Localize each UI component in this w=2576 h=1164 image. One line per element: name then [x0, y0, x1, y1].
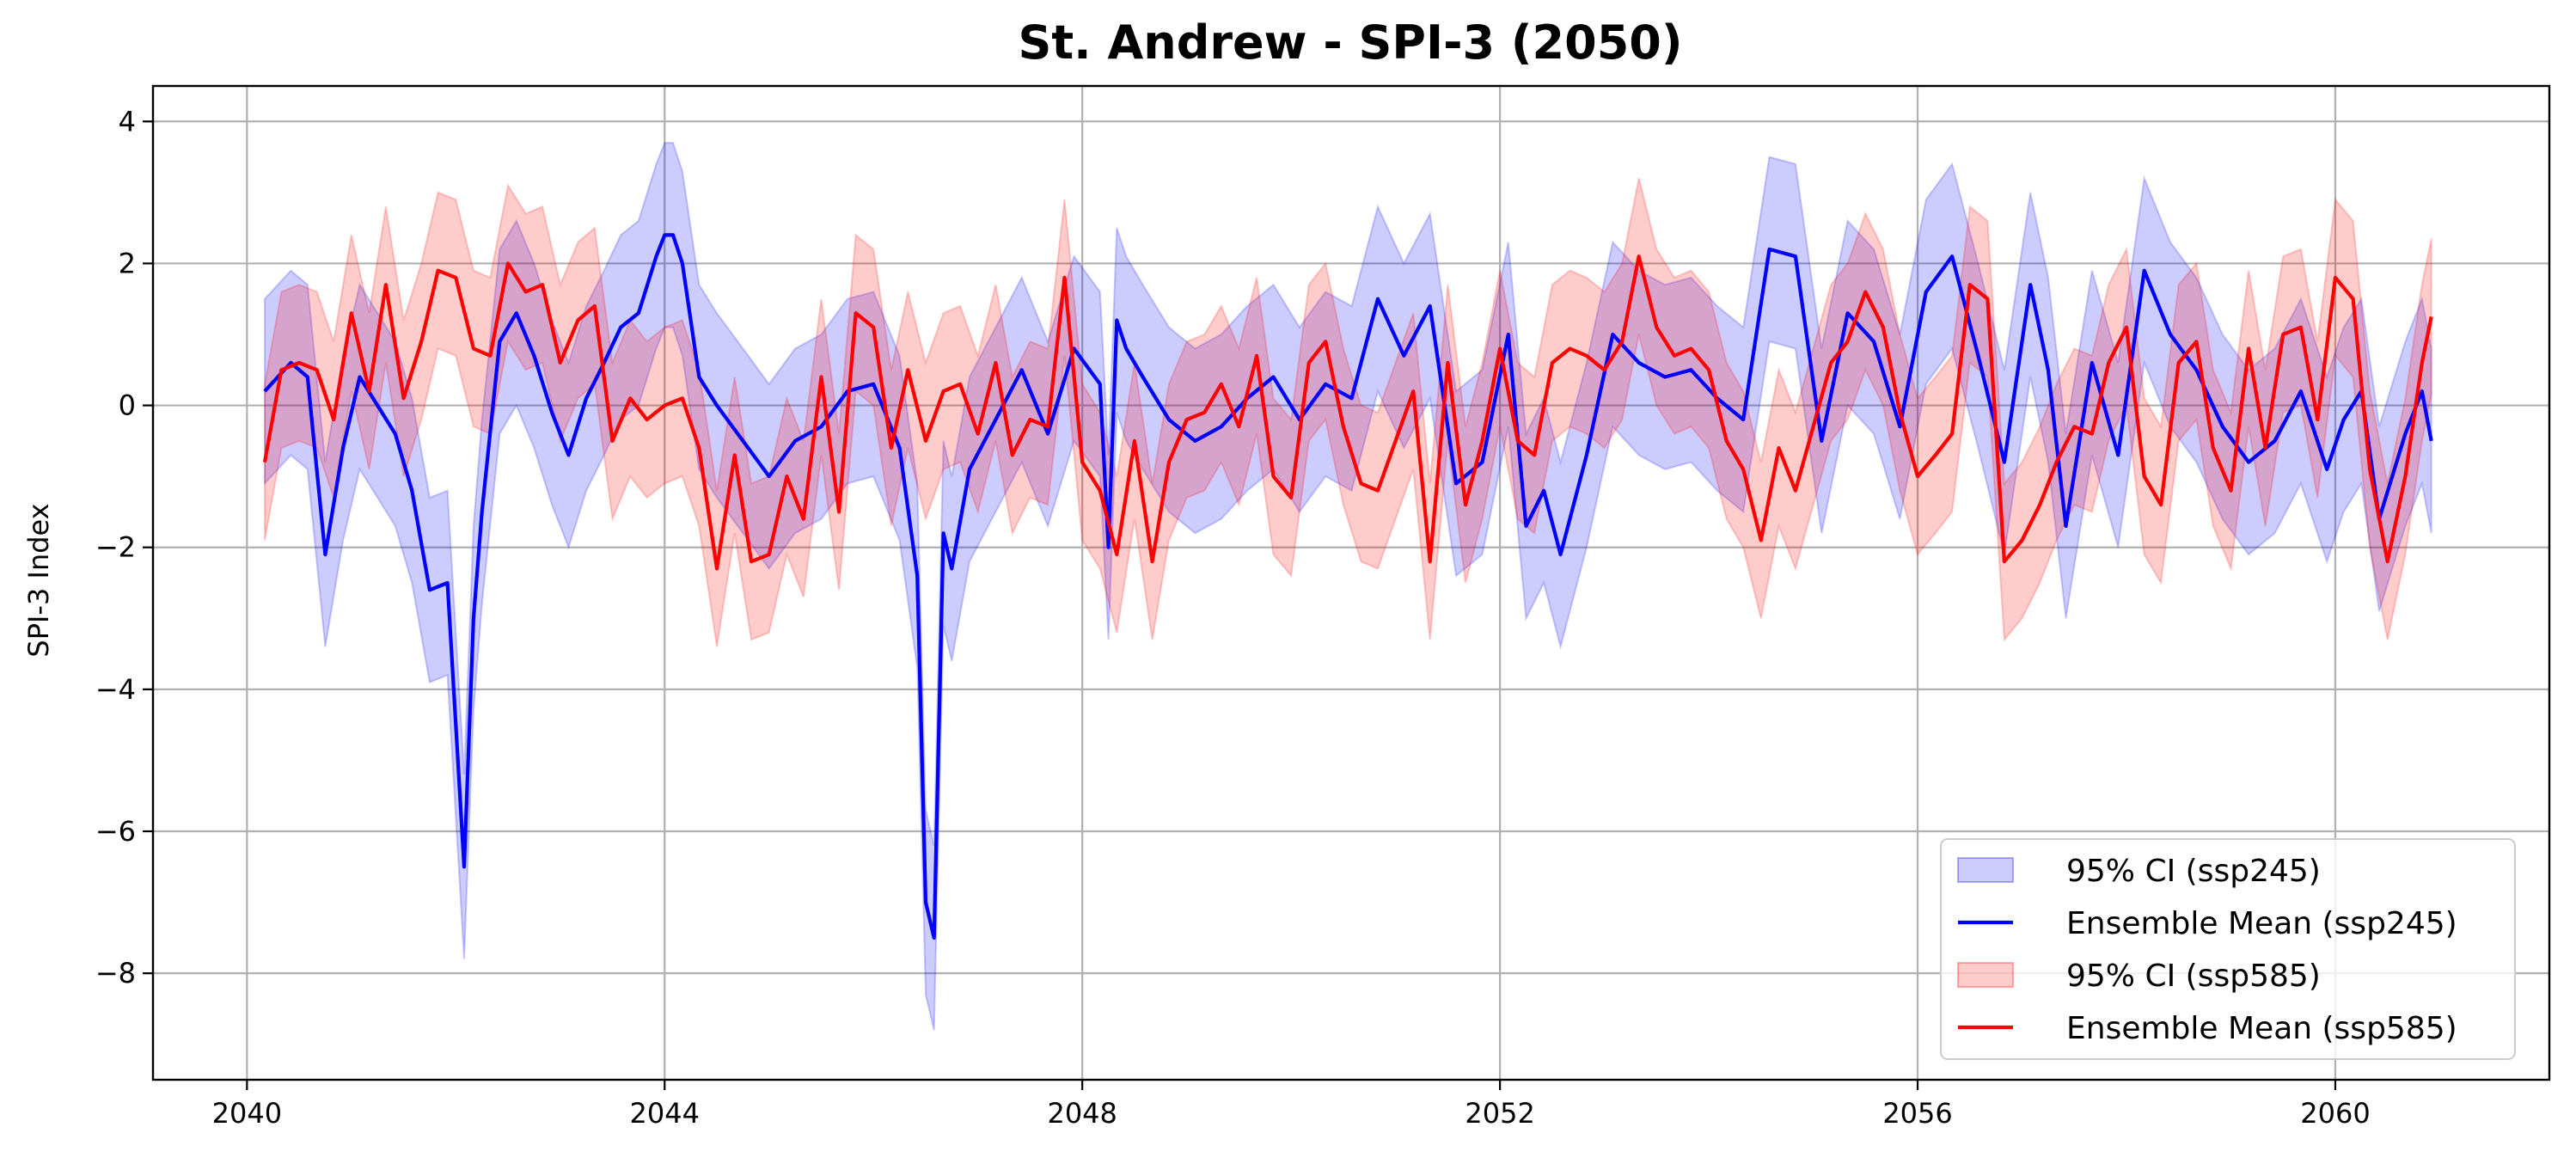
y-axis-ticks: 4 2 0 −2 −4 −6 −8: [95, 105, 153, 989]
y-tick-label: 0: [119, 389, 136, 422]
mean-line-ssp585: [262, 254, 2433, 571]
y-tick-label: 4: [119, 105, 136, 138]
x-tick-label: 2044: [630, 1097, 700, 1130]
y-axis-label: SPI-3 Index: [22, 503, 55, 657]
y-tick-label: −2: [95, 531, 136, 564]
x-tick-label: 2052: [1465, 1097, 1534, 1130]
y-tick-label: −6: [95, 815, 136, 848]
legend-label: Ensemble Mean (ssp245): [2066, 906, 2457, 941]
ensemble-mean-lines: [262, 233, 2433, 940]
plot-frame: [151, 84, 2551, 1081]
legend-swatch-band: [1957, 857, 2014, 883]
ci-band-ssp585: [264, 178, 2432, 647]
legend-label: 95% CI (ssp585): [2066, 959, 2321, 994]
grid-lines: [153, 86, 2549, 1080]
x-tick-label: 2048: [1047, 1097, 1117, 1130]
y-tick-label: 2: [119, 247, 136, 279]
x-tick-label: 2040: [212, 1097, 282, 1130]
legend: 95% CI (ssp245) Ensemble Mean (ssp245) 95%…: [1940, 838, 2516, 1060]
legend-swatch-band: [1957, 962, 2014, 988]
y-tick-label: −4: [95, 673, 136, 706]
chart-title: St. Andrew - SPI-3 (2050): [1018, 15, 1682, 70]
legend-label: Ensemble Mean (ssp585): [2066, 1011, 2457, 1046]
x-tick-label: 2056: [1882, 1097, 1952, 1130]
x-axis-ticks: 2040 2044 2048 2052 2056 2060: [212, 1080, 2371, 1130]
x-tick-label: 2060: [2300, 1097, 2370, 1130]
legend-box: [1940, 838, 2516, 1060]
y-tick-label: −8: [95, 957, 136, 989]
legend-label: 95% CI (ssp245): [2066, 854, 2321, 889]
